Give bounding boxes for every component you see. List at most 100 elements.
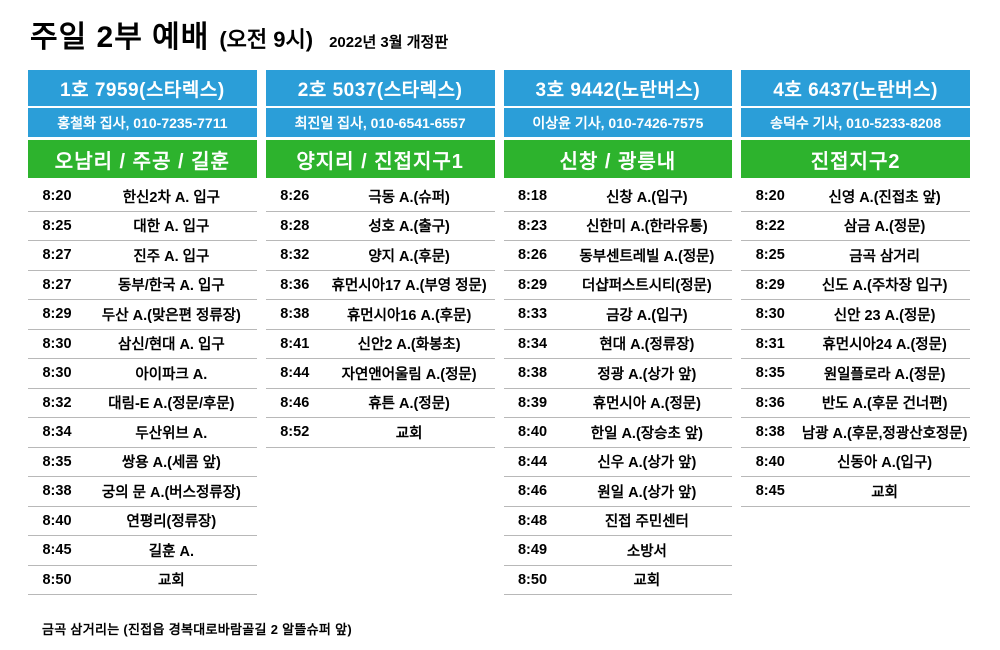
stop-row: 8:34 현대 A.(정류장): [503, 330, 733, 359]
stop-name: 양지 A.(후문): [368, 248, 450, 265]
page-title-time: (오전 9시): [219, 27, 314, 52]
stop-row: 8:25 금곡 삼거리: [741, 241, 970, 271]
stop-time: 8:25: [755, 247, 785, 264]
bus-column-4: 4호 6437(노란버스) 송덕수 기사, 010-5233-8208 진접지구…: [741, 70, 970, 595]
stop-name: 반도 A.(후문 건너편): [821, 396, 948, 413]
stop-row: 8:25 대한 A. 입구: [28, 212, 257, 241]
stop-name: 대한 A. 입구: [133, 219, 210, 236]
stop-row: 8:36 휴먼시아17 A.(부영 정문): [265, 271, 495, 300]
stop-name: 삼신/현대 A. 입구: [118, 337, 225, 354]
stop-row: 8:35 쌍용 A.(세콤 앞): [28, 448, 257, 477]
stop-time: 8:38: [280, 306, 310, 323]
stop-time: 8:40: [755, 453, 785, 470]
stop-time: 8:29: [755, 276, 785, 293]
stop-time: 8:22: [755, 217, 785, 234]
stop-time: 8:30: [755, 306, 785, 323]
stop-time: 8:34: [42, 424, 72, 441]
stop-time: 8:34: [517, 335, 548, 352]
stop-row: 8:33 금강 A.(입구): [503, 300, 733, 330]
bus-number-header: 1호 7959(스타렉스): [28, 70, 257, 106]
stop-name: 아이파크 A.: [135, 366, 208, 383]
stop-row: 8:36 반도 A.(후문 건너편): [741, 389, 970, 418]
stop-time: 8:45: [755, 483, 785, 500]
stop-time: 8:45: [42, 542, 72, 559]
stop-row: 8:20 한신2차 A. 입구: [28, 182, 257, 212]
stop-time: 8:27: [42, 276, 72, 293]
stops-list: 8:20 한신2차 A. 입구 8:25 대한 A. 입구 8:27 진주 A. 입구 8:…: [28, 182, 257, 595]
stop-row: 8:32 양지 A.(후문): [265, 241, 495, 271]
stop-name: 휴먼시아16 A.(후문): [346, 307, 472, 324]
stop-time: 8:41: [280, 335, 310, 352]
stop-row: 8:30 삼신/현대 A. 입구: [28, 330, 257, 359]
route-header: 진접지구2: [741, 140, 970, 178]
stop-name: 휴튼 A.(정문): [368, 396, 450, 413]
stop-name: 길훈 A.: [148, 543, 194, 560]
stop-name: 신영 A.(진접초 앞): [828, 189, 941, 206]
stop-name: 대림-E A.(정문/후문): [108, 396, 235, 413]
driver-info: 최진일 집사, 010-6541-6557: [265, 108, 495, 137]
route-header: 신창 / 광릉내: [503, 140, 733, 178]
stop-name: 교회: [395, 425, 423, 442]
stop-row: 8:29 더샵퍼스트시티(정문): [503, 271, 733, 300]
stop-name: 한일 A.(장승초 앞): [590, 425, 703, 442]
stop-row: 8:27 동부/한국 A. 입구: [28, 271, 257, 300]
stop-time: 8:49: [517, 542, 548, 559]
stop-name: 금강 A.(입구): [606, 307, 688, 324]
stop-row: 8:44 신우 A.(상가 앞): [503, 448, 733, 477]
stop-row: 8:44 자연앤어울림 A.(정문): [265, 359, 495, 389]
stop-row: 8:34 두산위브 A.: [28, 418, 257, 448]
stop-time: 8:40: [42, 512, 72, 529]
stop-time: 8:44: [280, 365, 310, 382]
footer-note: 금곡 삼거리는 (진접읍 경복대로바람골길 2 알뜰슈퍼 앞): [42, 622, 352, 637]
stop-name: 동부/한국 A. 입구: [118, 278, 225, 295]
stop-time: 8:26: [280, 188, 310, 205]
stop-row: 8:23 신한미 A.(한라유통): [503, 212, 733, 241]
stop-name: 신도 A.(주차장 입구): [821, 278, 948, 295]
stop-row: 8:49 소방서: [503, 536, 733, 566]
stop-row: 8:31 휴먼시아24 A.(정문): [741, 330, 970, 359]
stop-name: 두산위브 A.: [135, 425, 208, 442]
stops-list: 8:18 신창 A.(입구) 8:23 신한미 A.(한라유통) 8:26 동부센트레빌 …: [503, 182, 733, 595]
stop-row: 8:39 휴먼시아 A.(정문): [503, 389, 733, 418]
stop-row: 8:18 신창 A.(입구): [503, 182, 733, 212]
stop-time: 8:20: [755, 188, 785, 205]
stop-time: 8:30: [42, 335, 72, 352]
stop-row: 8:35 원일플로라 A.(정문): [741, 359, 970, 389]
stop-name: 정광 A.(상가 앞): [597, 366, 697, 383]
stop-row: 8:52 교회: [265, 418, 495, 448]
stop-name: 휴먼시아 A.(정문): [592, 396, 701, 413]
stop-time: 8:46: [280, 394, 310, 411]
stop-time: 8:50: [42, 571, 72, 588]
stop-name: 삼금 A.(정문): [843, 219, 926, 236]
stop-name: 연평리(정류장): [126, 514, 217, 531]
stop-time: 8:27: [42, 247, 72, 264]
stop-row: 8:48 진접 주민센터: [503, 507, 733, 536]
stop-name: 교회: [871, 484, 898, 501]
stop-row: 8:29 두산 A.(맞은편 정류장): [28, 300, 257, 330]
stop-name: 신안2 A.(화봉초): [357, 337, 461, 354]
stop-name: 궁의 문 A.(버스정류장): [101, 484, 241, 501]
stop-time: 8:44: [517, 453, 548, 470]
stop-row: 8:30 아이파크 A.: [28, 359, 257, 389]
stop-name: 신한미 A.(한라유통): [586, 219, 708, 236]
bus-number-header: 3호 9442(노란버스): [503, 70, 733, 106]
edition-label: 2022년 3월 개정판: [329, 34, 449, 51]
stop-time: 8:33: [517, 306, 548, 323]
stop-name: 소방서: [626, 543, 667, 560]
stop-name: 극동 A.(슈퍼): [368, 189, 450, 206]
stop-row: 8:27 진주 A. 입구: [28, 241, 257, 271]
stop-name: 한신2차 A. 입구: [122, 189, 221, 206]
bus-number-header: 2호 5037(스타렉스): [265, 70, 495, 106]
driver-info: 홍철화 집사, 010-7235-7711: [28, 108, 257, 137]
stop-name: 휴먼시아17 A.(부영 정문): [331, 278, 487, 295]
page-title: 주일 2부 예배: [30, 21, 210, 54]
stop-time: 8:32: [42, 394, 72, 411]
driver-info: 이상윤 기사, 010-7426-7575: [503, 108, 733, 137]
stop-time: 8:31: [755, 335, 785, 352]
route-header: 양지리 / 진접지구1: [265, 140, 495, 178]
stop-row: 8:40 한일 A.(장승초 앞): [503, 418, 733, 448]
stop-name: 성호 A.(출구): [368, 219, 450, 236]
stop-row: 8:26 극동 A.(슈퍼): [265, 182, 495, 212]
stop-time: 8:28: [280, 217, 310, 234]
